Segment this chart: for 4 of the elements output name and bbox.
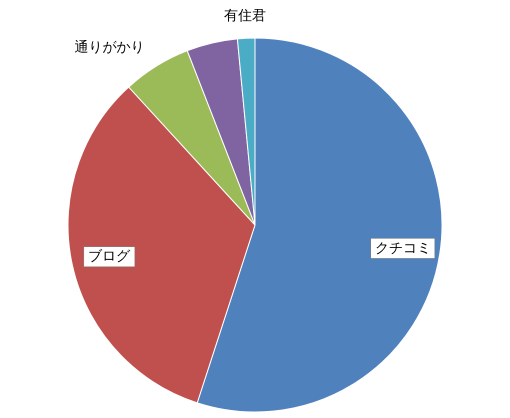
slice-label: ブログ: [88, 248, 131, 265]
slice-label: 通りがかり: [74, 39, 145, 56]
slice-label: クチコミ: [374, 240, 431, 256]
slice-label: 有住君: [224, 8, 266, 24]
